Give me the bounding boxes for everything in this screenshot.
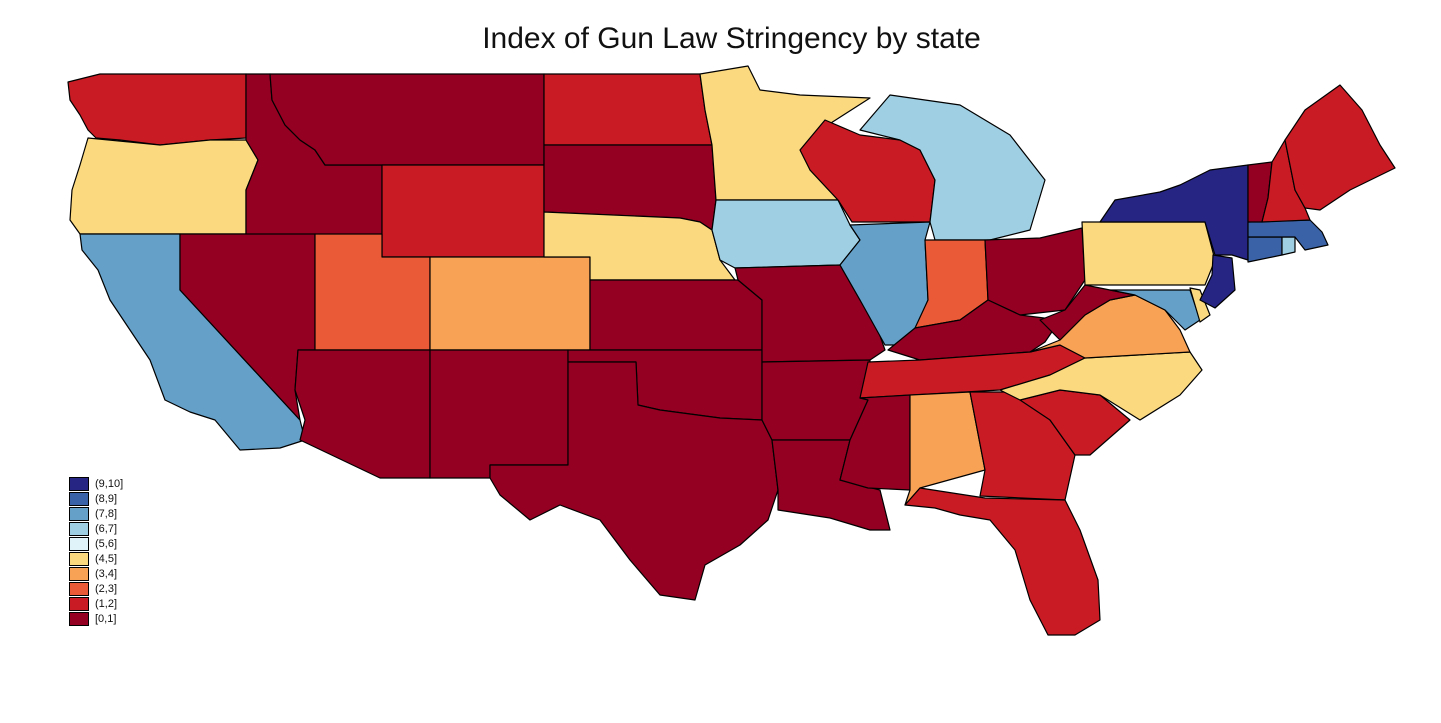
legend-label: (1,2] bbox=[95, 597, 118, 610]
legend-swatch bbox=[69, 611, 89, 626]
legend-swatch bbox=[69, 581, 89, 596]
legend-item: (4,5] bbox=[69, 551, 123, 566]
legend-label: (5,6] bbox=[95, 537, 118, 550]
legend-item: (6,7] bbox=[69, 521, 123, 536]
state-nj bbox=[1199, 254, 1236, 309]
legend-swatch bbox=[69, 506, 89, 521]
legend-label: (3,4] bbox=[95, 567, 118, 580]
legend-label: (6,7] bbox=[95, 522, 118, 535]
map-legend: (9,10] (8,9] (7,8] (6,7] (5,6] (4,5] (3,4] (2,3… bbox=[69, 476, 123, 626]
legend-label: (2,3] bbox=[95, 582, 118, 595]
legend-label: (4,5] bbox=[95, 552, 118, 565]
state-oh bbox=[984, 227, 1086, 316]
legend-label: (7,8] bbox=[95, 507, 118, 520]
state-nm bbox=[429, 349, 569, 479]
legend-swatch bbox=[69, 536, 89, 551]
states-layer bbox=[67, 65, 1396, 636]
state-me bbox=[1284, 84, 1396, 211]
legend-item: (8,9] bbox=[69, 491, 123, 506]
legend-swatch bbox=[69, 491, 89, 506]
state-de bbox=[1189, 287, 1211, 323]
legend-label: (9,10] bbox=[95, 477, 124, 490]
state-co bbox=[429, 256, 591, 351]
state-wa bbox=[67, 73, 247, 146]
state-nd bbox=[543, 73, 713, 146]
legend-swatch bbox=[69, 596, 89, 611]
legend-item: (3,4] bbox=[69, 566, 123, 581]
legend-label: (8,9] bbox=[95, 492, 118, 505]
legend-swatch bbox=[69, 476, 89, 491]
state-nc bbox=[999, 351, 1203, 421]
legend-label: [0,1] bbox=[95, 612, 117, 625]
legend-swatch bbox=[69, 566, 89, 581]
legend-swatch bbox=[69, 521, 89, 536]
legend-item: (1,2] bbox=[69, 596, 123, 611]
state-wy bbox=[381, 164, 545, 258]
legend-item: (2,3] bbox=[69, 581, 123, 596]
state-fl bbox=[904, 487, 1101, 636]
state-ks bbox=[589, 279, 763, 351]
legend-item: [0,1] bbox=[69, 611, 123, 626]
state-or bbox=[69, 137, 259, 235]
state-tx bbox=[489, 361, 779, 601]
state-ar bbox=[761, 359, 871, 441]
state-pa bbox=[1081, 221, 1216, 286]
map-title: Index of Gun Law Stringency by state bbox=[482, 22, 981, 55]
state-ct bbox=[1247, 236, 1283, 263]
legend-swatch bbox=[69, 551, 89, 566]
state-az bbox=[294, 349, 431, 479]
legend-item: (7,8] bbox=[69, 506, 123, 521]
state-ma bbox=[1247, 219, 1329, 251]
legend-item: (5,6] bbox=[69, 536, 123, 551]
state-ne bbox=[543, 211, 736, 281]
state-ia bbox=[711, 199, 861, 269]
state-ri bbox=[1281, 236, 1296, 256]
legend-item: (9,10] bbox=[69, 476, 123, 491]
